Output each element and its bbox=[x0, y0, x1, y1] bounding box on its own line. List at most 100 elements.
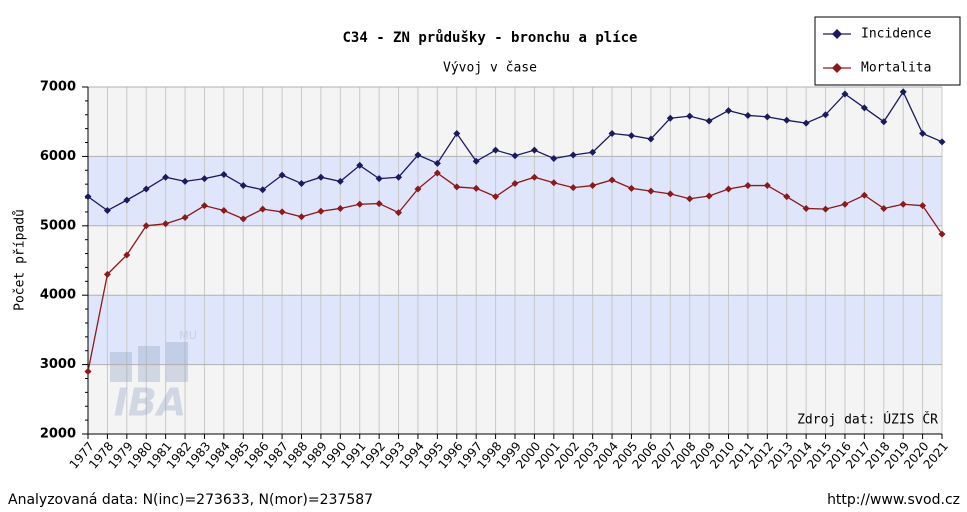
legend-marker bbox=[832, 29, 842, 39]
logo-text: IBA bbox=[114, 381, 187, 425]
data-point bbox=[608, 129, 616, 137]
data-point bbox=[298, 179, 305, 187]
data-point bbox=[647, 135, 655, 143]
data-point bbox=[530, 173, 538, 181]
data-point bbox=[686, 195, 694, 203]
data-point bbox=[608, 176, 616, 184]
data-point bbox=[472, 157, 480, 165]
data-point bbox=[550, 179, 558, 187]
data-point bbox=[220, 207, 228, 215]
data-point bbox=[647, 187, 655, 195]
data-point bbox=[822, 205, 830, 213]
data-point bbox=[472, 184, 480, 192]
data-point bbox=[860, 104, 868, 112]
legend-label: Mortalita bbox=[861, 61, 931, 76]
data-point bbox=[356, 200, 364, 208]
data-point bbox=[142, 222, 150, 230]
data-point bbox=[627, 132, 635, 140]
y-tick-label: 6000 bbox=[40, 149, 76, 164]
data-point bbox=[938, 138, 946, 146]
data-point bbox=[822, 111, 830, 119]
data-point bbox=[298, 213, 305, 221]
logo: IBA MU bbox=[110, 329, 197, 425]
data-point bbox=[433, 159, 441, 167]
data-point bbox=[336, 204, 344, 212]
y-tick-label: 3000 bbox=[40, 357, 76, 372]
data-point bbox=[84, 368, 92, 376]
data-point bbox=[666, 190, 674, 198]
data-point bbox=[278, 171, 286, 179]
data-point bbox=[103, 270, 111, 278]
data-point bbox=[589, 148, 597, 156]
y-tick-label: 2000 bbox=[40, 427, 76, 442]
data-point bbox=[627, 184, 635, 192]
data-point bbox=[686, 112, 694, 120]
data-point bbox=[725, 185, 732, 193]
logo-bar bbox=[138, 346, 160, 382]
y-axis-label: Počet případů bbox=[13, 209, 28, 311]
data-point bbox=[356, 161, 364, 169]
data-point bbox=[162, 220, 170, 228]
data-point bbox=[725, 107, 732, 115]
data-point bbox=[181, 213, 189, 221]
data-point bbox=[744, 111, 752, 119]
data-point bbox=[705, 192, 713, 200]
data-point bbox=[200, 202, 208, 210]
data-point bbox=[763, 113, 771, 121]
data-point bbox=[317, 207, 325, 215]
data-point bbox=[375, 200, 383, 208]
data-point bbox=[336, 177, 344, 185]
data-point bbox=[433, 169, 441, 177]
data-point bbox=[919, 129, 927, 137]
data-point bbox=[783, 193, 791, 201]
chart-subtitle: Vývoj v čase bbox=[443, 61, 537, 76]
data-point bbox=[841, 200, 849, 208]
data-point bbox=[162, 173, 170, 181]
data-point bbox=[181, 177, 189, 185]
chart-title: C34 - ZN průdušky - bronchu a plíce bbox=[342, 29, 637, 46]
data-point bbox=[492, 193, 500, 201]
data-point bbox=[511, 152, 519, 160]
data-point bbox=[899, 88, 907, 96]
data-point bbox=[666, 114, 674, 122]
data-point bbox=[239, 182, 247, 190]
data-point bbox=[103, 207, 111, 215]
data-point bbox=[589, 182, 597, 190]
data-point bbox=[142, 185, 150, 193]
data-point bbox=[763, 182, 771, 190]
legend-marker bbox=[832, 63, 842, 73]
data-point bbox=[123, 251, 131, 259]
logo-sub: MU bbox=[179, 329, 197, 342]
legend-label: Incidence bbox=[861, 27, 932, 42]
data-point bbox=[705, 117, 713, 125]
data-point bbox=[453, 183, 461, 191]
data-point bbox=[84, 193, 92, 201]
data-point bbox=[899, 200, 907, 208]
data-point bbox=[569, 151, 577, 159]
data-point bbox=[744, 182, 752, 190]
y-tick-label: 7000 bbox=[40, 80, 76, 95]
data-point bbox=[841, 90, 849, 98]
data-point bbox=[783, 116, 791, 124]
data-point bbox=[453, 129, 461, 137]
data-point bbox=[414, 151, 422, 159]
data-point bbox=[919, 202, 927, 210]
data-point bbox=[880, 118, 888, 126]
data-point bbox=[239, 215, 247, 223]
data-point bbox=[802, 204, 810, 212]
data-point bbox=[569, 184, 577, 192]
data-point bbox=[317, 173, 325, 181]
data-point bbox=[492, 146, 500, 154]
footer-left: Analyzovaná data: N(inc)=273633, N(mor)=… bbox=[8, 492, 373, 508]
data-point bbox=[200, 175, 208, 183]
data-point bbox=[880, 204, 888, 212]
data-point bbox=[550, 154, 558, 162]
legend-box bbox=[814, 16, 961, 86]
data-point bbox=[278, 208, 286, 216]
data-point bbox=[802, 119, 810, 127]
data-point bbox=[259, 186, 267, 194]
data-point bbox=[395, 173, 403, 181]
data-point bbox=[259, 205, 267, 213]
data-point bbox=[395, 209, 403, 217]
